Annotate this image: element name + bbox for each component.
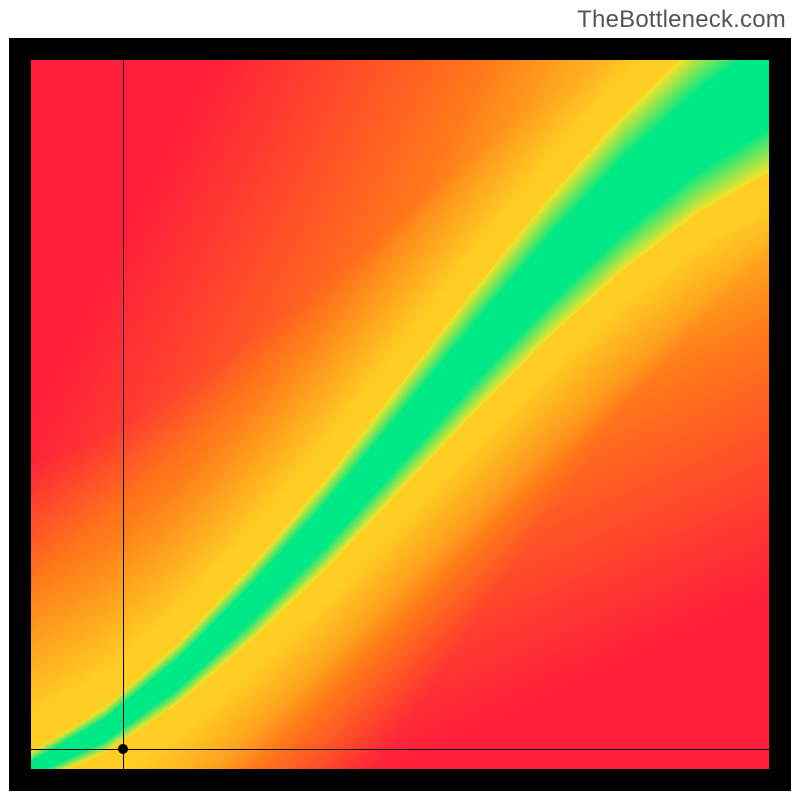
chart-container: TheBottleneck.com (0, 0, 800, 800)
watermark-text: TheBottleneck.com (577, 6, 786, 34)
crosshair-vertical (123, 60, 124, 769)
heatmap-canvas (31, 60, 769, 769)
crosshair-horizontal (31, 749, 769, 750)
